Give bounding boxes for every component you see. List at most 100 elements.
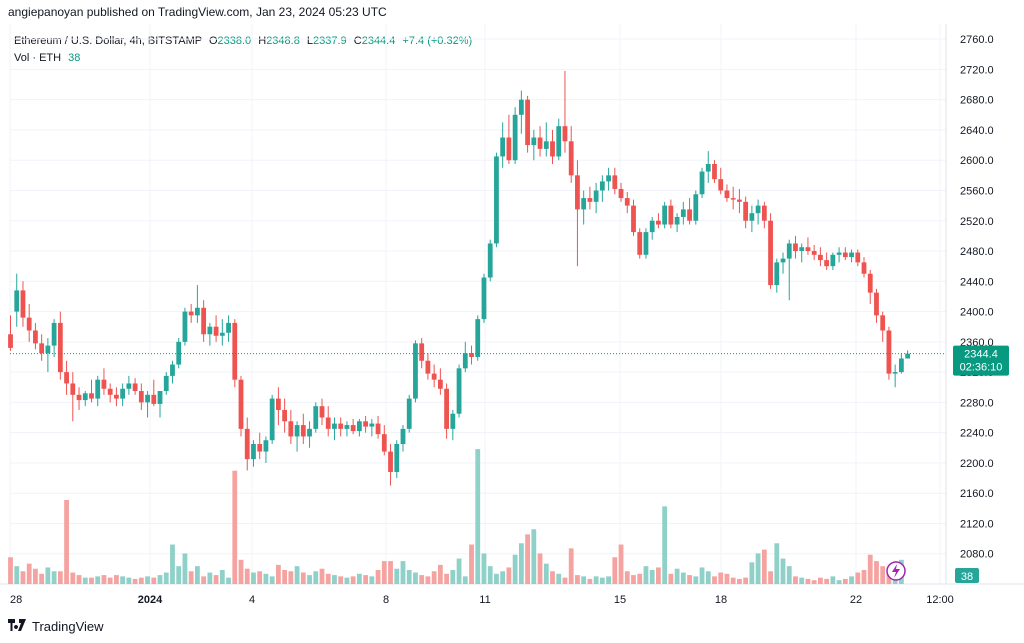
- volume-line: Vol · ETH 38: [14, 50, 472, 67]
- candle-body: [325, 417, 331, 429]
- volume-bar: [562, 577, 568, 584]
- volume-bar: [338, 576, 344, 584]
- candle-body: [319, 406, 325, 418]
- price-tick-label: 2640.0: [960, 125, 994, 137]
- volume-bar: [20, 571, 26, 584]
- tradingview-logo-icon: [8, 619, 26, 634]
- volume-bar: [375, 570, 381, 584]
- volume-bars: [8, 449, 904, 584]
- volume-bar: [188, 571, 194, 584]
- volume-bar: [282, 570, 288, 584]
- volume-bar: [369, 576, 375, 584]
- volume-bar: [114, 575, 119, 584]
- candle-body: [381, 434, 387, 452]
- price-tick-label: 2720.0: [960, 64, 994, 76]
- low-label: L: [306, 35, 314, 47]
- candle-body: [95, 379, 101, 399]
- candle-body: [662, 205, 668, 225]
- candle-body: [350, 425, 356, 432]
- volume-bar: [606, 576, 611, 584]
- volume-bar: [64, 500, 69, 584]
- candle-body: [780, 258, 786, 263]
- volume-tag-bg: [955, 568, 979, 583]
- volume-tag-value: 38: [961, 571, 973, 583]
- candle-body: [82, 393, 88, 401]
- volume-bar: [406, 570, 412, 584]
- volume-bar: [275, 564, 281, 584]
- tradingview-brand: TradingView: [32, 619, 104, 634]
- candle-body: [138, 391, 144, 403]
- candle-body: [45, 345, 51, 354]
- candle-body: [818, 254, 823, 261]
- candle-body: [668, 205, 674, 225]
- volume-bar: [388, 561, 393, 584]
- volume-bar: [456, 558, 462, 584]
- candle-body: [151, 394, 157, 404]
- volume-bar: [51, 571, 57, 584]
- candle-body: [761, 205, 767, 221]
- volume-bar: [319, 568, 325, 584]
- volume-bar: [768, 571, 773, 584]
- volume-bar: [120, 576, 126, 584]
- volume-bar: [849, 576, 854, 584]
- candle-body: [880, 315, 886, 331]
- volume-bar: [76, 575, 82, 584]
- candle-body: [232, 322, 238, 380]
- candle-body: [126, 383, 132, 389]
- price-axis: 2080.02120.02160.02200.02240.02280.02320…: [960, 34, 994, 561]
- volume-bar: [518, 543, 524, 584]
- candle-body: [238, 379, 244, 429]
- high-value: 2348.8: [266, 35, 300, 47]
- volume-bar: [14, 566, 20, 584]
- candle-body: [57, 322, 63, 373]
- candle-body: [356, 421, 362, 432]
- candle-body: [269, 398, 275, 441]
- volume-bar: [599, 577, 605, 584]
- volume-label[interactable]: Vol · ETH: [14, 52, 62, 64]
- volume-bar: [494, 573, 499, 584]
- volume-bar: [799, 577, 805, 584]
- volume-bar: [195, 566, 200, 584]
- chart-area[interactable]: 2080.02120.02160.02200.02240.02280.02320…: [0, 24, 1024, 616]
- time-tick-label: 18: [715, 594, 727, 606]
- volume-value: 38: [68, 52, 81, 64]
- candle-body: [369, 423, 375, 427]
- candle-body: [51, 322, 57, 346]
- candlestick-chart[interactable]: 2080.02120.02160.02200.02240.02280.02320…: [0, 24, 1024, 616]
- volume-bar: [138, 577, 144, 584]
- volume-bar: [855, 572, 861, 584]
- candle-body: [799, 247, 805, 252]
- candle-body: [506, 137, 512, 161]
- last-price-tag: 2344.402:36:10: [953, 345, 1009, 376]
- candle-body: [282, 409, 288, 422]
- candle-body: [195, 307, 200, 316]
- candle-body: [39, 343, 45, 354]
- candle-body: [730, 198, 736, 200]
- volume-bar: [257, 571, 263, 584]
- candle-body: [793, 243, 798, 252]
- volume-bar: [70, 572, 76, 584]
- price-tick-label: 2400.0: [960, 307, 994, 319]
- candle-body: [687, 209, 692, 221]
- volume-bar: [737, 578, 742, 584]
- volume-bar: [643, 566, 649, 584]
- volume-bar: [687, 575, 692, 584]
- volume-bar: [8, 557, 13, 584]
- volume-bar: [712, 576, 717, 584]
- symbol-title[interactable]: Ethereum / U.S. Dollar, 4h, BITSTAMP: [14, 35, 202, 47]
- flash-icon[interactable]: [886, 561, 906, 581]
- candle-body: [431, 373, 437, 380]
- volume-bar: [680, 572, 686, 584]
- candle-body: [824, 260, 830, 267]
- candle-body: [830, 254, 836, 267]
- candle-body: [120, 388, 126, 399]
- volume-bar: [238, 559, 244, 584]
- volume-bar: [332, 575, 337, 584]
- candle-body: [8, 334, 13, 348]
- volume-bar: [89, 577, 94, 584]
- candle-body: [550, 141, 555, 157]
- candle-body: [500, 137, 506, 157]
- candle-body: [26, 317, 32, 331]
- volume-bar: [786, 566, 792, 584]
- time-tick-label: 22: [850, 594, 862, 606]
